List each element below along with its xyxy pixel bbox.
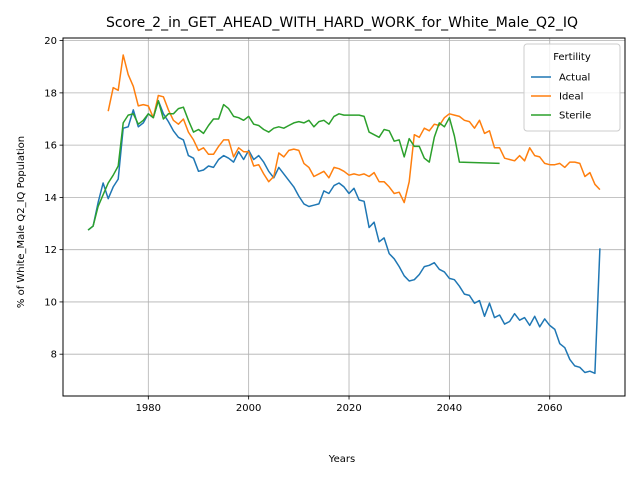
x-tick-label: 2000	[236, 403, 261, 414]
plot-frame	[62, 37, 626, 397]
x-tick-label: 1980	[136, 403, 161, 414]
legend-label-sterile: Sterile	[559, 111, 591, 122]
y-tick-label: 12	[44, 245, 57, 256]
series-lines	[87, 54, 601, 375]
y-tick-label: 20	[44, 36, 57, 47]
legend-items: Actual Ideal Sterile	[531, 73, 591, 122]
y-axis-label: % of White_Male Q2_IQ Population	[16, 136, 27, 308]
x-tick-label: 2060	[537, 403, 562, 414]
x-tick-label: 2020	[336, 403, 361, 414]
series-line-actual	[87, 99, 601, 375]
chart-title: Score_2_in_GET_AHEAD_WITH_HARD_WORK_for_…	[106, 15, 578, 31]
x-axis-ticks: 1980 2000 2020 2040 2060	[136, 396, 562, 414]
legend-label-ideal: Ideal	[559, 92, 583, 103]
y-tick-label: 8	[51, 350, 57, 361]
y-tick-label: 18	[44, 88, 57, 99]
y-tick-label: 10	[44, 297, 57, 308]
legend: Fertility Actual Ideal Sterile	[523, 43, 621, 132]
legend-label-actual: Actual	[559, 73, 590, 84]
x-tick-label: 2040	[437, 403, 462, 414]
series-line-sterile	[87, 99, 500, 231]
legend-box	[523, 43, 621, 132]
legend-title: Fertility	[553, 52, 591, 63]
y-axis-ticks: 8 10 12 14 16 18 20	[44, 36, 63, 361]
x-axis-label: Years	[328, 454, 355, 465]
y-tick-label: 14	[44, 193, 57, 204]
y-tick-label: 16	[44, 141, 57, 152]
series-line-ideal	[107, 54, 601, 204]
